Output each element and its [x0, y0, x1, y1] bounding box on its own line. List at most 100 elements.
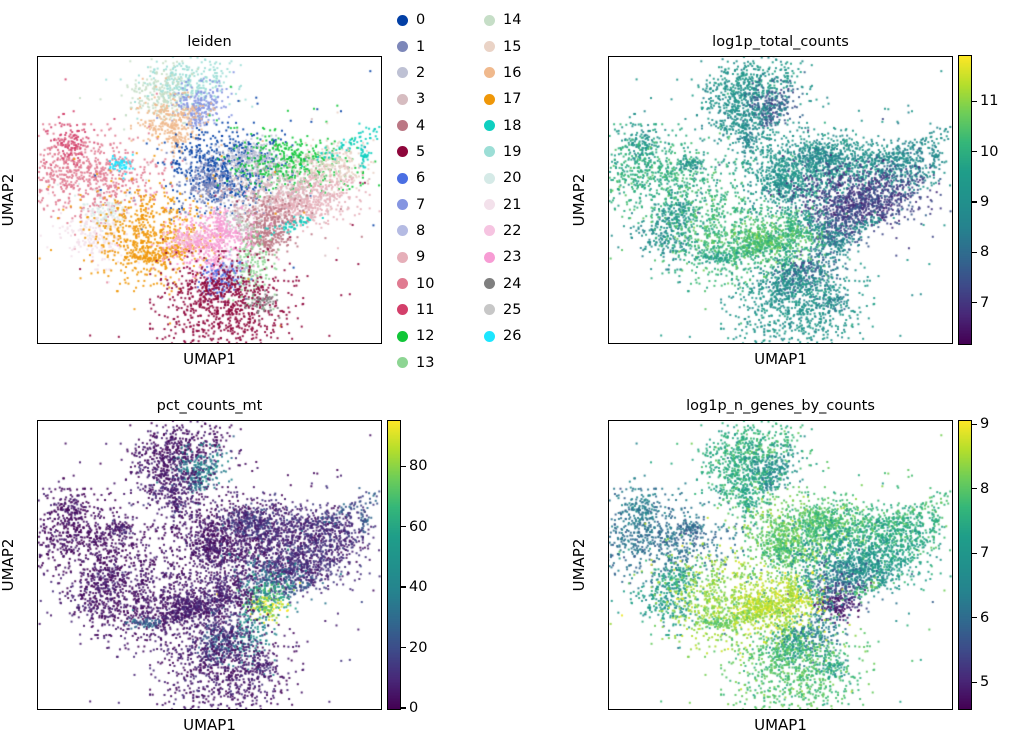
legend-label: 16 — [503, 64, 522, 81]
colorbar-total-counts: 7 8 9 10 11 — [958, 55, 1012, 345]
legend-item-3: 3 — [397, 86, 434, 112]
panel-title-total-counts: log1p_total_counts — [712, 34, 849, 50]
legend-dot-icon — [397, 251, 408, 263]
legend-dot-icon — [397, 93, 408, 105]
colorbar-tick-label: 7 — [980, 545, 990, 562]
scatter-canvas-total-counts — [609, 57, 952, 343]
legend-dot-icon — [484, 172, 495, 184]
colorbar-tick-label: 80 — [409, 458, 428, 475]
legend-dot-icon — [484, 251, 495, 263]
legend-label: 24 — [503, 275, 522, 292]
legend-label: 18 — [503, 117, 522, 134]
colorbar-tick — [972, 100, 977, 102]
legend-dot-icon — [397, 304, 408, 316]
legend-dot-icon — [484, 67, 495, 79]
legend-label: 12 — [416, 328, 435, 345]
colorbar-tick-label: 40 — [409, 579, 428, 596]
legend-dot-icon — [397, 120, 408, 132]
legend-item-23: 23 — [484, 244, 521, 270]
legend-dot-icon — [397, 199, 408, 211]
colorbar-tick — [972, 150, 977, 153]
legend-dot-icon — [397, 225, 408, 237]
panel-title-leiden: leiden — [187, 34, 232, 50]
legend-item-5: 5 — [397, 139, 434, 165]
legend-label: 10 — [416, 275, 435, 292]
panel-title-n-genes: log1p_n_genes_by_counts — [686, 398, 875, 414]
legend-dot-icon — [484, 199, 495, 211]
xlabel-leiden: UMAP1 — [183, 350, 236, 368]
panel-title-pct-mt: pct_counts_mt — [156, 398, 263, 414]
legend-item-18: 18 — [484, 112, 521, 138]
colorbar-n-genes: 5 6 7 8 9 — [958, 416, 1012, 710]
legend-label: 8 — [416, 222, 426, 239]
legend-item-17: 17 — [484, 86, 521, 112]
colorbar-tick — [401, 465, 406, 467]
scatter-canvas-pct-mt — [38, 421, 381, 709]
colorbar-tick — [972, 488, 977, 490]
legend-item-14: 14 — [484, 7, 521, 33]
legend-dot-icon — [484, 14, 495, 26]
colorbar-gradient — [958, 420, 972, 710]
ylabel-leiden: UMAP2 — [0, 173, 17, 227]
colorbar-tick-label: 0 — [409, 700, 419, 716]
legend-item-9: 9 — [397, 244, 434, 270]
colorbar-tick-label: 9 — [980, 416, 990, 433]
legend-item-4: 4 — [397, 112, 434, 138]
legend-item-0: 0 — [397, 7, 434, 33]
legend-item-19: 19 — [484, 139, 521, 165]
legend-label: 1 — [416, 38, 426, 55]
legend-label: 2 — [416, 64, 426, 81]
legend-item-15: 15 — [484, 33, 521, 59]
colorbar-tick-label: 10 — [980, 143, 999, 160]
legend-item-8: 8 — [397, 218, 434, 244]
scatter-canvas-n-genes — [609, 421, 952, 709]
legend-item-11: 11 — [397, 297, 434, 323]
legend-label: 5 — [416, 143, 426, 160]
legend-label: 14 — [503, 12, 522, 29]
legend-label: 13 — [416, 354, 435, 371]
legend-label: 25 — [503, 301, 522, 318]
legend-label: 3 — [416, 91, 426, 108]
legend-dot-icon — [397, 357, 408, 369]
legend-dot-icon — [484, 225, 495, 237]
legend-label: 22 — [503, 222, 522, 239]
ylabel-total-counts: UMAP2 — [570, 173, 588, 227]
legend-label: 15 — [503, 38, 522, 55]
colorbar-tick — [401, 707, 406, 709]
colorbar-tick — [401, 586, 406, 588]
axes-leiden — [37, 56, 382, 344]
xlabel-pct-mt: UMAP1 — [183, 716, 236, 734]
axes-pct-mt — [37, 420, 382, 710]
axes-n-genes — [608, 420, 953, 710]
colorbar-tick-label: 11 — [980, 93, 999, 110]
legend-label: 11 — [416, 301, 435, 318]
colorbar-tick-label: 9 — [980, 194, 990, 211]
legend-label: 21 — [503, 196, 522, 213]
colorbar-tick-label: 8 — [980, 244, 990, 261]
legend-column: 14 15 16 17 18 19 20 21 22 23 24 25 26 — [484, 7, 521, 349]
ylabel-n-genes: UMAP2 — [570, 538, 588, 592]
legend-dot-icon — [484, 304, 495, 316]
colorbar-tick-label: 5 — [980, 674, 990, 691]
colorbar-pct-mt: 0 20 40 60 80 — [387, 420, 441, 715]
legend-label: 23 — [503, 249, 522, 266]
ylabel-pct-mt: UMAP2 — [0, 538, 17, 592]
colorbar-tick — [972, 302, 977, 304]
legend-column: 0 1 2 3 4 5 6 7 8 9 10 11 12 13 — [397, 7, 434, 376]
legend-dot-icon — [397, 278, 408, 290]
legend-dot-icon — [484, 41, 495, 53]
colorbar-tick — [972, 423, 977, 425]
legend-dot-icon — [397, 146, 408, 158]
legend-dot-icon — [397, 330, 408, 342]
legend-item-16: 16 — [484, 60, 521, 86]
legend-label: 19 — [503, 143, 522, 160]
legend-item-26: 26 — [484, 323, 521, 349]
legend-item-6: 6 — [397, 165, 434, 191]
legend-dot-icon — [484, 93, 495, 105]
legend-dot-icon — [484, 278, 495, 290]
legend-dot-icon — [484, 330, 495, 342]
legend-item-12: 12 — [397, 323, 434, 349]
colorbar-tick-label: 20 — [409, 639, 428, 656]
legend-label: 20 — [503, 170, 522, 187]
